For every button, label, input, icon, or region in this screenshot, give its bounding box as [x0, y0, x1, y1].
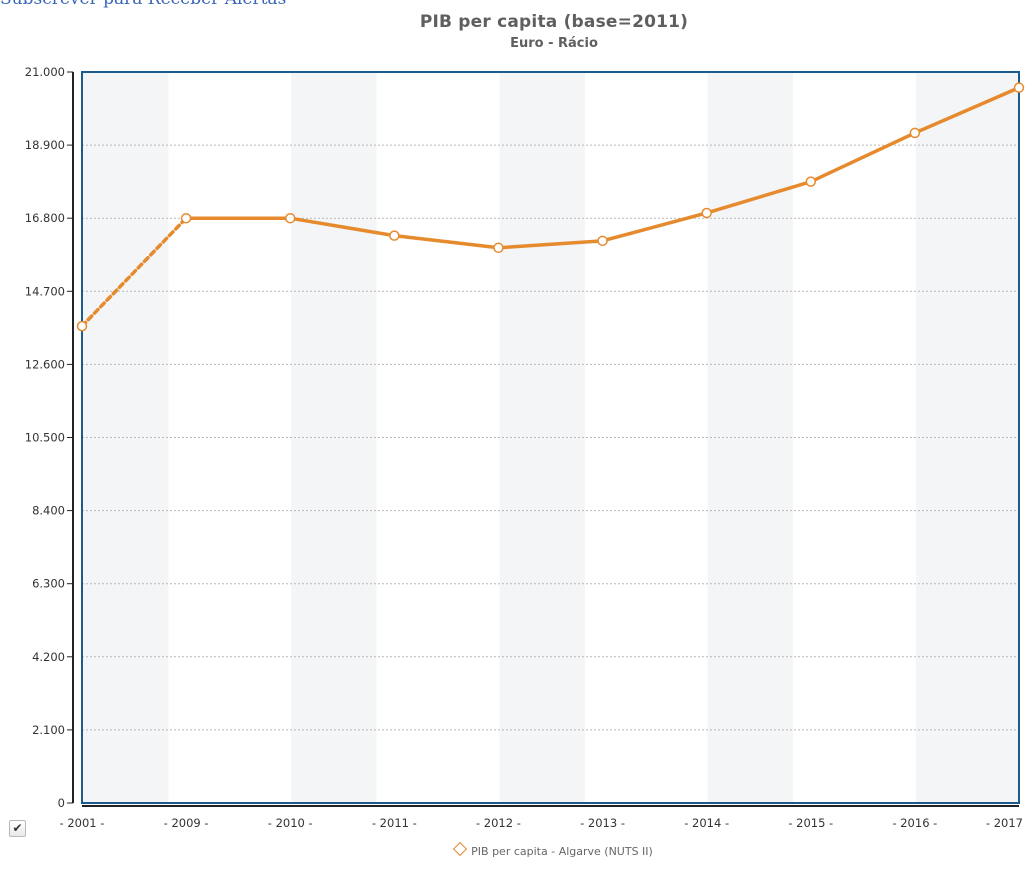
- series-segment: [600, 211, 709, 243]
- series-points: [76, 82, 1025, 332]
- x-tick-label: - 2014 -: [684, 816, 729, 830]
- x-axis-ticks: - 2001 - - 2009 - - 2010 - - 2011 - - 2012 -…: [60, 816, 1023, 830]
- background-band: [935, 72, 1019, 803]
- chart-title: PIB per capita (base=2011): [419, 12, 689, 32]
- x-tick-label: - 2012 -: [476, 816, 521, 830]
- y-tick-label: 0: [58, 796, 65, 810]
- series-lines: [80, 85, 1021, 328]
- x-tick-label: - 2015 -: [788, 816, 833, 830]
- plot-frame: [81, 71, 1020, 804]
- y-tick-label: 6.300: [32, 577, 65, 591]
- data-point[interactable]: [493, 242, 504, 254]
- subscribe-alerts-link[interactable]: Subscrever para Receber Alertas: [0, 0, 286, 9]
- data-point[interactable]: [701, 207, 712, 219]
- legend-marker-icon: [453, 841, 468, 857]
- data-point[interactable]: [284, 212, 296, 224]
- y-tick-label: 18.900: [25, 138, 65, 152]
- data-point[interactable]: [1013, 82, 1025, 93]
- chart-subtitle: Euro - Rácio: [510, 36, 598, 51]
- series-segment: [809, 131, 917, 184]
- x-tick-label: - 2009 -: [164, 816, 209, 830]
- legend-checkbox[interactable]: ✔: [9, 820, 26, 837]
- data-point[interactable]: [389, 230, 400, 241]
- x-tick-label: - 2013 -: [580, 816, 625, 830]
- series-segment: [288, 216, 397, 238]
- data-point[interactable]: [76, 320, 88, 332]
- x-tick-label: - 2010 -: [268, 816, 313, 830]
- y-tick-label: 12.600: [25, 357, 65, 371]
- data-point[interactable]: [180, 212, 192, 224]
- data-point[interactable]: [805, 176, 817, 187]
- x-tick-label: - 2016 -: [892, 816, 937, 830]
- y-tick-label: 8.400: [32, 504, 65, 518]
- y-axis-ticks: 0 2.100 4.200 6.300 8.400 10.500 12.600 14.700 1…: [25, 65, 73, 810]
- series-segment: [704, 179, 813, 215]
- y-tick-label: 16.800: [25, 211, 65, 225]
- y-tick-label: 21.000: [25, 65, 65, 79]
- x-tick-label: - 2001 -: [60, 816, 105, 830]
- x-tick-label: - 2011 -: [372, 816, 417, 830]
- data-point[interactable]: [597, 235, 608, 247]
- series-segment: [80, 216, 188, 328]
- x-tick-label: - 2017: [986, 816, 1023, 830]
- series-segment: [392, 233, 501, 250]
- y-tick-label: 2.100: [32, 723, 65, 737]
- y-tick-label: 14.700: [25, 284, 65, 298]
- legend-item[interactable]: PIB per capita - Algarve (NUTS II): [0, 841, 1026, 858]
- legend-label: PIB per capita - Algarve (NUTS II): [471, 845, 653, 858]
- y-tick-label: 10.500: [25, 431, 65, 445]
- data-point[interactable]: [909, 127, 921, 139]
- series-segment: [496, 239, 605, 250]
- series-segment: [913, 85, 1021, 135]
- y-tick-label: 4.200: [32, 650, 65, 664]
